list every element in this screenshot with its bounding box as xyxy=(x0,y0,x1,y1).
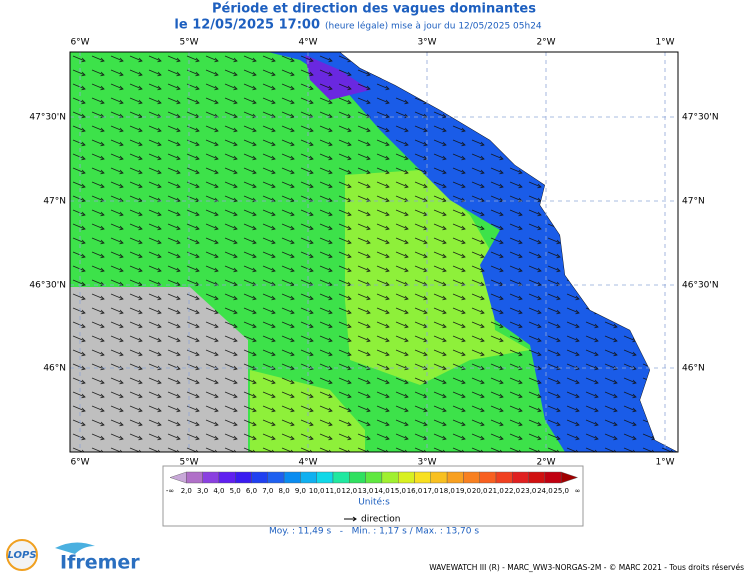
color-swatch xyxy=(495,471,513,484)
colorbar-label: 12,0 xyxy=(342,487,358,495)
color-swatch xyxy=(479,471,497,484)
lat-label: 46°30'N xyxy=(29,281,66,291)
direction-arrow-head xyxy=(352,516,357,522)
colorbar-label: 25,0 xyxy=(553,487,569,495)
colorbar-label: 11,0 xyxy=(325,487,341,495)
lon-label: 1°W xyxy=(655,38,674,48)
color-swatch xyxy=(561,471,579,484)
colorbar-label: 10,0 xyxy=(309,487,325,495)
color-swatch xyxy=(300,471,317,484)
color-swatch xyxy=(332,471,350,484)
ifremer-wave xyxy=(55,542,95,554)
lat-label: 46°N xyxy=(682,364,705,374)
color-swatch xyxy=(283,471,301,484)
lat-label: 46°N xyxy=(43,364,66,374)
colorbar-label: ∞ xyxy=(575,487,581,495)
colorbar-label: 17,0 xyxy=(423,487,439,495)
colorbar-label: 21,0 xyxy=(488,487,504,495)
color-swatch xyxy=(365,471,383,484)
color-swatch xyxy=(430,471,448,484)
color-swatch xyxy=(234,471,252,484)
unit: Unité:s xyxy=(358,497,390,508)
color-swatch xyxy=(446,471,464,484)
lon-label: 6°W xyxy=(70,38,89,48)
lops-text: LOPS xyxy=(7,550,36,561)
color-swatch xyxy=(349,471,366,484)
colorbar-label: 14,0 xyxy=(374,487,390,495)
footer: WAVEWATCH III (R) - MARC_WW3-NORGAS-2M -… xyxy=(429,563,744,572)
lat-label: 47°30'N xyxy=(29,113,66,123)
stats: Moy. : 11,49 s - Min. : 1,17 s / Max. : … xyxy=(269,527,479,537)
colorbar-label: 22,0 xyxy=(505,487,521,495)
lat-label: 47°N xyxy=(43,197,66,207)
lon-label: 2°W xyxy=(536,458,555,468)
lat-label: 46°30'N xyxy=(682,281,719,291)
colorbar-label: 9,0 xyxy=(295,487,306,495)
lon-label: 3°W xyxy=(417,458,436,468)
lon-label: 5°W xyxy=(179,38,198,48)
color-swatch xyxy=(528,471,546,484)
color-swatch xyxy=(512,471,529,484)
colorbar-label: 18,0 xyxy=(439,487,455,495)
colorbar-label: 13,0 xyxy=(358,487,374,495)
direction-label: direction xyxy=(361,515,400,525)
lon-label: 3°W xyxy=(417,38,436,48)
colorbar-label: 6,0 xyxy=(246,487,257,495)
color-swatch xyxy=(316,471,334,484)
lops-logo xyxy=(6,539,38,571)
lon-label: 4°W xyxy=(298,38,317,48)
colorbar-label: 3,0 xyxy=(197,487,208,495)
date: le 12/05/2025 17:00 xyxy=(174,18,320,33)
color-swatch xyxy=(267,471,285,484)
colorbar-label: 23,0 xyxy=(521,487,537,495)
color-swatch xyxy=(381,471,399,484)
colorbar-label: -∞ xyxy=(166,487,174,495)
colorbar-label: 24,0 xyxy=(537,487,553,495)
ifremer-text: Ifremer xyxy=(60,552,140,574)
graticule xyxy=(70,52,678,452)
color-swatch xyxy=(414,471,431,484)
colorbar-label: 2,0 xyxy=(181,487,192,495)
colorbar-label: 5,0 xyxy=(230,487,241,495)
color-swatch xyxy=(186,471,203,484)
color-swatch xyxy=(218,471,236,484)
colorbar-label: 15,0 xyxy=(390,487,406,495)
subtitle: (heure légale) mise à jour du 12/05/2025… xyxy=(325,21,542,32)
lon-label: 5°W xyxy=(179,458,198,468)
colorbar-label: 7,0 xyxy=(262,487,273,495)
title: Période et direction des vagues dominant… xyxy=(212,2,536,17)
colorbar-label: 16,0 xyxy=(407,487,423,495)
color-swatch xyxy=(202,471,220,484)
color-swatch xyxy=(463,471,480,484)
color-swatch xyxy=(251,471,268,484)
lon-label: 6°W xyxy=(70,458,89,468)
color-swatch xyxy=(398,471,415,484)
lat-label: 47°N xyxy=(682,197,705,207)
land-cover xyxy=(340,52,678,452)
lat-label: 47°30'N xyxy=(682,113,719,123)
map xyxy=(70,52,678,452)
lon-label: 1°W xyxy=(655,458,674,468)
colorbar-label: 8,0 xyxy=(279,487,290,495)
axis-labels: 6°W 6°W 5°W 5°W 4°W 4°W 3°W 3°W 2°W 2°W 1°W 1°W 47°3… xyxy=(29,38,718,468)
colorbar-label: 19,0 xyxy=(456,487,472,495)
map-frame xyxy=(69,51,679,453)
lon-label: 4°W xyxy=(298,458,317,468)
colorbar-label: 4,0 xyxy=(213,487,224,495)
color-swatch xyxy=(544,471,562,484)
lon-label: 2°W xyxy=(536,38,555,48)
colorbar-label: 20,0 xyxy=(472,487,488,495)
colorbar: -∞ 2,0 3,0 4,0 5,0 6,0 7,0 8,0 9,0 10,0 11,0 12,0 13… xyxy=(166,471,581,495)
